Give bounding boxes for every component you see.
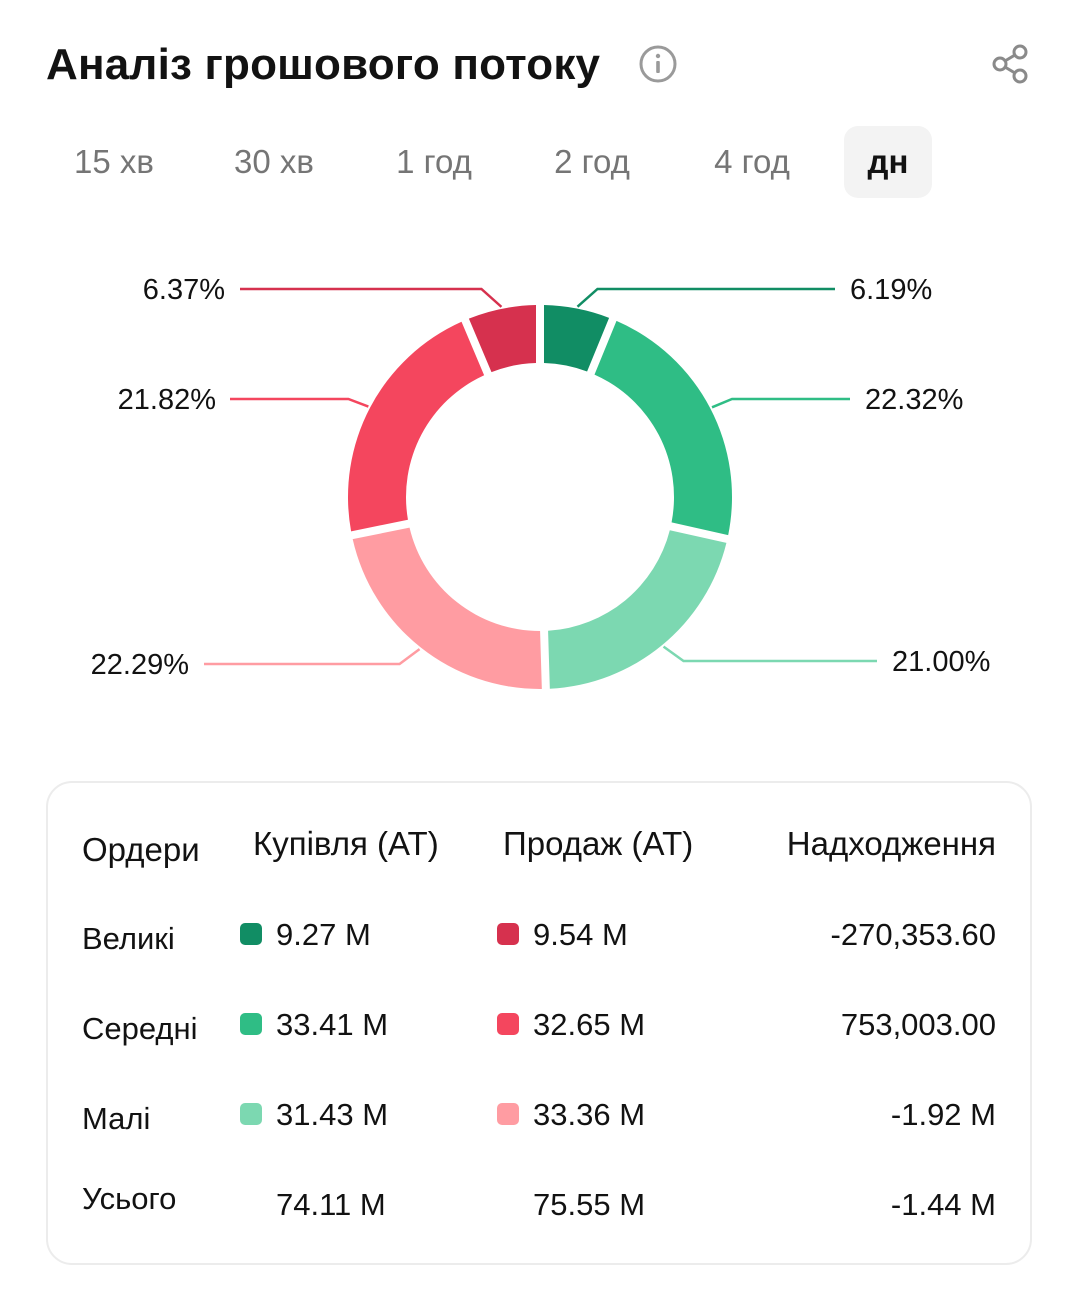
row-label-medium: Середні [82, 1011, 198, 1046]
donut-chart: 6.19% 22.32% 21.00% 22.29% 21.82% 6.37% [0, 240, 1078, 740]
slice-medium-sell [348, 321, 485, 532]
sell-large-value: 9.54 M [533, 917, 628, 952]
tab-1h[interactable]: 1 год [396, 143, 472, 180]
slice-small-sell [352, 527, 542, 689]
slice-label-small-sell: 22.29% [91, 649, 189, 681]
net-small: -1.92 M [890, 1097, 996, 1132]
buy-small: 31.43 M [240, 1097, 388, 1133]
buy-total: 74.11 M [276, 1187, 386, 1222]
row-label-total: Усього [82, 1181, 177, 1216]
sell-small-value: 33.36 M [533, 1097, 646, 1132]
net-large: -270,353.60 [830, 917, 996, 952]
tab-30min[interactable]: 30 хв [234, 143, 314, 180]
slice-label-medium-buy: 22.32% [865, 384, 963, 416]
leader-line-large-sell [240, 287, 503, 308]
net-total: -1.44 M [890, 1187, 996, 1222]
sell-large-swatch [497, 922, 519, 945]
tab-4h[interactable]: 4 год [714, 143, 790, 180]
buy-small-value: 31.43 M [276, 1097, 389, 1132]
slice-medium-buy [594, 320, 732, 536]
sell-medium-swatch [497, 1012, 519, 1035]
header: Аналіз грошового потоку [46, 36, 1032, 96]
buy-medium: 33.41 M [240, 1007, 388, 1043]
page-title: Аналіз грошового потоку [46, 40, 601, 89]
slice-large-buy [543, 305, 610, 372]
buy-large-value: 9.27 M [276, 917, 371, 952]
sell-medium: 32.65 M [497, 1007, 645, 1043]
buy-large: 9.27 M [240, 917, 371, 953]
tab-2h[interactable]: 2 год [554, 143, 630, 180]
header-sell: Продаж (AT) [503, 825, 694, 862]
sell-total: 75.55 M [533, 1187, 646, 1222]
sell-small: 33.36 M [497, 1097, 645, 1133]
timeframe-tabs: 15 хв 30 хв 1 год 2 год 4 год дн [48, 126, 948, 198]
slice-label-large-buy: 6.19% [850, 274, 932, 306]
leader-line-medium-sell [230, 397, 369, 408]
buy-medium-swatch [240, 1012, 262, 1035]
buy-medium-value: 33.41 M [276, 1007, 389, 1042]
donut-chart-svg: 6.19% 22.32% 21.00% 22.29% 21.82% 6.37% [91, 274, 990, 689]
leader-line-medium-buy [711, 397, 850, 409]
leader-line-small-buy [662, 645, 877, 663]
share-icon[interactable] [988, 42, 1032, 86]
money-flow-table: Ордери Купівля (AT) Продаж (AT) Надходже… [46, 781, 1032, 1265]
row-label-large: Великі [82, 921, 175, 956]
tab-15min[interactable]: 15 хв [74, 143, 154, 180]
leader-line-large-buy [576, 287, 835, 308]
sell-medium-value: 32.65 M [533, 1007, 646, 1042]
leader-line-small-sell [204, 648, 421, 666]
net-medium: 753,003.00 [840, 1007, 996, 1042]
info-icon[interactable] [638, 44, 678, 84]
sell-large: 9.54 M [497, 917, 628, 953]
slice-large-sell [468, 305, 537, 373]
slice-small-buy [548, 530, 727, 689]
header-orders: Ордери [82, 831, 200, 868]
slice-label-medium-sell: 21.82% [118, 384, 216, 416]
buy-large-swatch [240, 922, 262, 945]
buy-small-swatch [240, 1102, 262, 1125]
sell-small-swatch [497, 1102, 519, 1125]
row-label-small: Малі [82, 1101, 151, 1136]
header-buy: Купівля (AT) [253, 825, 439, 862]
slice-label-large-sell: 6.37% [143, 274, 225, 306]
tab-day[interactable]: дн [844, 126, 932, 198]
slice-label-small-buy: 21.00% [892, 646, 990, 678]
header-net: Надходження [786, 825, 996, 862]
